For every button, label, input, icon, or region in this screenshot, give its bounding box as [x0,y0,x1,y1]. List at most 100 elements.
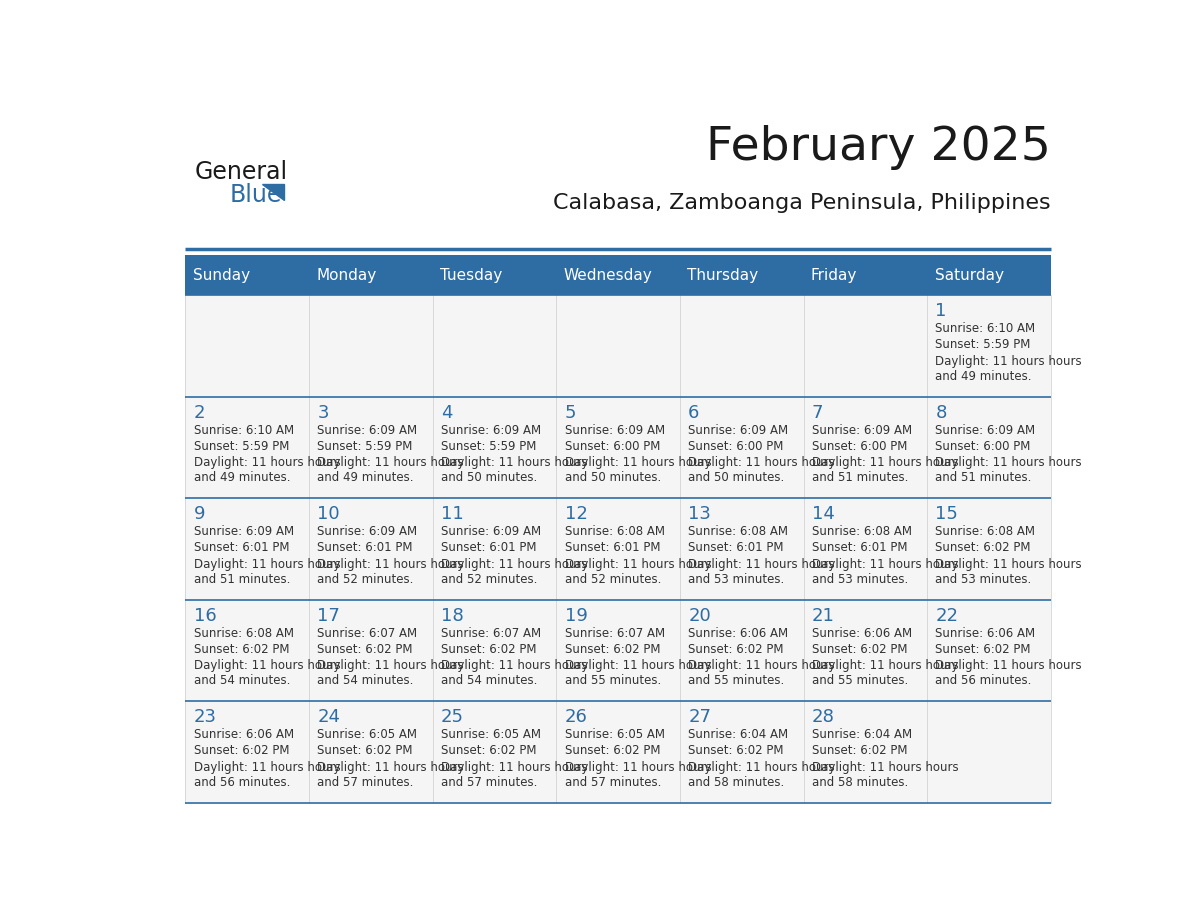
Text: 20: 20 [688,607,710,625]
Text: Sunset: 6:00 PM: Sunset: 6:00 PM [935,440,1031,453]
Text: 13: 13 [688,506,712,523]
Text: Sunrise: 6:08 AM: Sunrise: 6:08 AM [811,525,912,538]
FancyBboxPatch shape [680,498,803,599]
Text: 25: 25 [441,709,463,726]
Text: Sunset: 6:02 PM: Sunset: 6:02 PM [935,643,1031,656]
Text: and 52 minutes.: and 52 minutes. [317,573,413,586]
Text: Sunset: 6:02 PM: Sunset: 6:02 PM [441,643,537,656]
Text: Sunrise: 6:05 AM: Sunrise: 6:05 AM [441,728,541,741]
Text: Daylight: 11 hours hours: Daylight: 11 hours hours [441,456,588,469]
Text: Sunrise: 6:10 AM: Sunrise: 6:10 AM [935,322,1036,335]
Text: Sunrise: 6:09 AM: Sunrise: 6:09 AM [441,525,541,538]
Text: Sunrise: 6:09 AM: Sunrise: 6:09 AM [688,424,789,437]
Text: Thursday: Thursday [687,268,758,283]
FancyBboxPatch shape [927,599,1051,701]
Text: General: General [195,161,287,185]
Text: and 49 minutes.: and 49 minutes. [317,471,413,484]
Text: Friday: Friday [811,268,858,283]
Text: Sunset: 6:00 PM: Sunset: 6:00 PM [811,440,908,453]
Text: and 50 minutes.: and 50 minutes. [688,471,784,484]
FancyBboxPatch shape [185,296,309,397]
FancyBboxPatch shape [309,701,432,803]
Text: 18: 18 [441,607,463,625]
Text: Sunrise: 6:06 AM: Sunrise: 6:06 AM [688,627,789,640]
Text: Sunrise: 6:07 AM: Sunrise: 6:07 AM [564,627,664,640]
Text: Sunrise: 6:08 AM: Sunrise: 6:08 AM [564,525,664,538]
Text: Daylight: 11 hours hours: Daylight: 11 hours hours [688,456,835,469]
Text: Sunday: Sunday [192,268,249,283]
Text: 2: 2 [194,404,206,422]
Text: Sunrise: 6:10 AM: Sunrise: 6:10 AM [194,424,293,437]
Text: Sunrise: 6:09 AM: Sunrise: 6:09 AM [441,424,541,437]
Text: Sunrise: 6:04 AM: Sunrise: 6:04 AM [811,728,912,741]
Text: Daylight: 11 hours hours: Daylight: 11 hours hours [317,659,463,672]
FancyBboxPatch shape [927,255,1051,296]
Text: and 50 minutes.: and 50 minutes. [441,471,537,484]
FancyBboxPatch shape [680,397,803,498]
Text: and 50 minutes.: and 50 minutes. [564,471,661,484]
Text: Sunset: 6:01 PM: Sunset: 6:01 PM [564,542,661,554]
FancyBboxPatch shape [927,498,1051,599]
Text: Daylight: 11 hours hours: Daylight: 11 hours hours [441,761,588,774]
Text: Sunset: 6:01 PM: Sunset: 6:01 PM [811,542,908,554]
Text: Sunset: 5:59 PM: Sunset: 5:59 PM [935,339,1031,352]
Text: Blue: Blue [229,183,282,207]
Text: Sunrise: 6:06 AM: Sunrise: 6:06 AM [935,627,1036,640]
Text: and 53 minutes.: and 53 minutes. [811,573,908,586]
FancyBboxPatch shape [432,255,556,296]
Text: and 49 minutes.: and 49 minutes. [194,471,290,484]
Text: 16: 16 [194,607,216,625]
Text: and 53 minutes.: and 53 minutes. [935,573,1031,586]
Text: 12: 12 [564,506,587,523]
Text: 15: 15 [935,506,959,523]
Text: Daylight: 11 hours hours: Daylight: 11 hours hours [317,761,463,774]
FancyBboxPatch shape [185,255,309,296]
Text: Sunset: 6:02 PM: Sunset: 6:02 PM [811,744,908,757]
FancyBboxPatch shape [185,599,309,701]
Text: Sunset: 6:02 PM: Sunset: 6:02 PM [935,542,1031,554]
Text: 5: 5 [564,404,576,422]
Text: Daylight: 11 hours hours: Daylight: 11 hours hours [564,659,712,672]
Text: Sunrise: 6:09 AM: Sunrise: 6:09 AM [317,424,417,437]
Text: Sunset: 6:01 PM: Sunset: 6:01 PM [194,542,289,554]
Text: and 58 minutes.: and 58 minutes. [811,776,908,789]
Text: Daylight: 11 hours hours: Daylight: 11 hours hours [564,456,712,469]
Text: Sunrise: 6:06 AM: Sunrise: 6:06 AM [811,627,912,640]
FancyBboxPatch shape [680,599,803,701]
Text: and 57 minutes.: and 57 minutes. [317,776,413,789]
Text: 8: 8 [935,404,947,422]
Text: Sunset: 6:02 PM: Sunset: 6:02 PM [688,744,784,757]
FancyBboxPatch shape [432,397,556,498]
FancyBboxPatch shape [185,701,309,803]
Text: Daylight: 11 hours hours: Daylight: 11 hours hours [441,659,588,672]
Text: Sunset: 6:01 PM: Sunset: 6:01 PM [317,542,412,554]
Text: Monday: Monday [316,268,377,283]
Text: Sunrise: 6:09 AM: Sunrise: 6:09 AM [564,424,664,437]
Text: Saturday: Saturday [935,268,1004,283]
Text: Sunset: 5:59 PM: Sunset: 5:59 PM [317,440,412,453]
Text: Sunrise: 6:05 AM: Sunrise: 6:05 AM [564,728,664,741]
Text: Sunrise: 6:05 AM: Sunrise: 6:05 AM [317,728,417,741]
Text: Daylight: 11 hours hours: Daylight: 11 hours hours [688,558,835,571]
Text: Daylight: 11 hours hours: Daylight: 11 hours hours [935,354,1082,368]
FancyBboxPatch shape [680,296,803,397]
FancyBboxPatch shape [309,599,432,701]
Text: 1: 1 [935,302,947,320]
Text: Daylight: 11 hours hours: Daylight: 11 hours hours [564,558,712,571]
FancyBboxPatch shape [432,599,556,701]
Text: 28: 28 [811,709,835,726]
Text: Sunset: 6:02 PM: Sunset: 6:02 PM [564,643,661,656]
Text: 17: 17 [317,607,340,625]
FancyBboxPatch shape [309,498,432,599]
Text: Sunset: 5:59 PM: Sunset: 5:59 PM [441,440,536,453]
Text: Sunrise: 6:08 AM: Sunrise: 6:08 AM [935,525,1036,538]
Text: Daylight: 11 hours hours: Daylight: 11 hours hours [935,456,1082,469]
Text: and 58 minutes.: and 58 minutes. [688,776,784,789]
FancyBboxPatch shape [556,498,680,599]
FancyBboxPatch shape [432,498,556,599]
Polygon shape [261,184,284,200]
Text: 9: 9 [194,506,206,523]
Text: Daylight: 11 hours hours: Daylight: 11 hours hours [811,659,959,672]
Text: Sunset: 6:02 PM: Sunset: 6:02 PM [441,744,537,757]
FancyBboxPatch shape [803,498,927,599]
